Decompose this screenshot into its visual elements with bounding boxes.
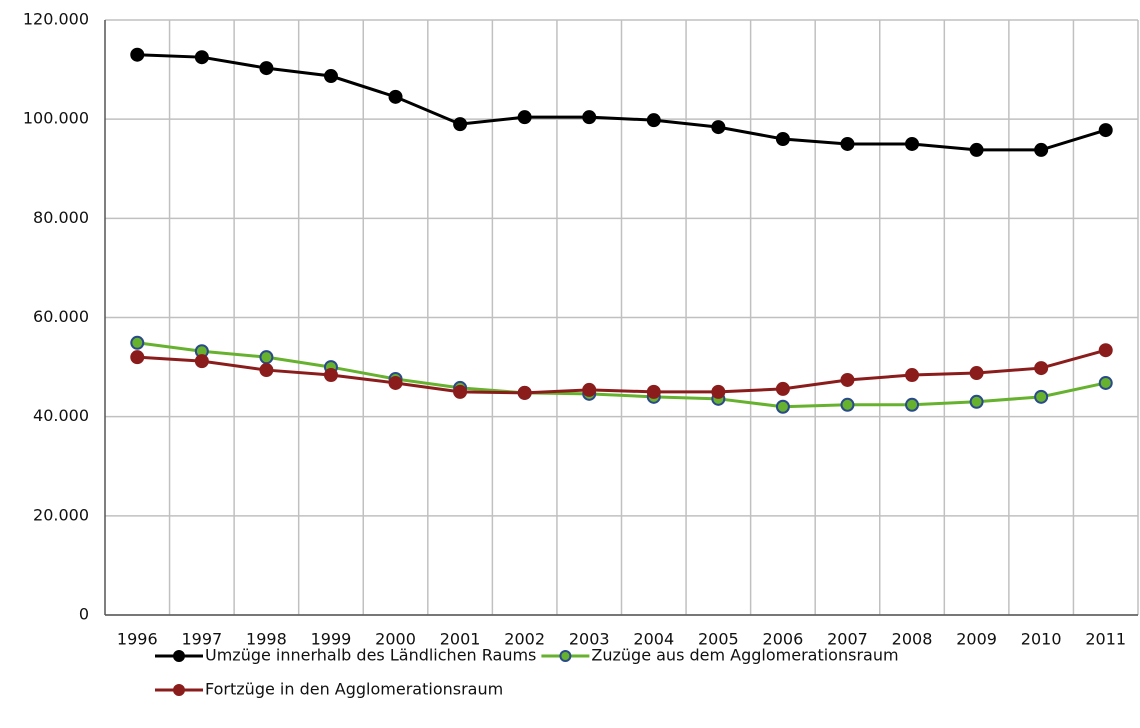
- x-tick-label: 2004: [633, 630, 674, 649]
- point: [775, 399, 790, 414]
- point: [130, 47, 145, 62]
- point: [1034, 389, 1049, 404]
- legend-label: Zuzüge aus dem Agglomerationsraum: [591, 646, 898, 665]
- point: [582, 382, 597, 397]
- point: [582, 110, 597, 125]
- point: [711, 120, 726, 135]
- point: [905, 136, 920, 151]
- point: [194, 354, 209, 369]
- point: [775, 132, 790, 146]
- point: [259, 61, 274, 76]
- series-line: [137, 53, 1107, 152]
- x-tick-label: 2005: [698, 630, 739, 649]
- point: [1098, 343, 1113, 358]
- series-line: [137, 348, 1107, 395]
- point: [1098, 123, 1113, 138]
- point: [388, 375, 403, 390]
- point: [646, 113, 661, 128]
- x-tick-label: 2002: [504, 630, 545, 649]
- point: [517, 385, 532, 400]
- point: [323, 368, 338, 383]
- point: [453, 384, 468, 399]
- point: [905, 368, 920, 383]
- point: [1098, 375, 1113, 390]
- y-tick-label: 0: [79, 605, 89, 624]
- point: [323, 69, 338, 84]
- y-tick-label: 40.000: [33, 406, 89, 425]
- point: [969, 366, 984, 381]
- y-tick-label: 120.000: [23, 10, 89, 29]
- y-tick-label: 60.000: [33, 307, 89, 326]
- y-tick-label: 100.000: [23, 109, 89, 128]
- point: [194, 50, 209, 65]
- legend-marker: [173, 650, 185, 662]
- series-line: [137, 341, 1107, 409]
- x-tick-label: 2010: [1021, 630, 1062, 649]
- x-tick-label: 2001: [440, 630, 481, 649]
- point: [259, 363, 274, 378]
- x-tick-label: 2009: [956, 630, 997, 649]
- x-tick-label: 1999: [311, 630, 352, 649]
- x-tick-label: 2007: [827, 630, 868, 649]
- point: [130, 335, 145, 350]
- point: [1034, 361, 1049, 376]
- point: [969, 394, 984, 409]
- point: [775, 381, 790, 396]
- legend-marker: [559, 650, 572, 662]
- y-tick-label: 80.000: [33, 208, 89, 227]
- point: [840, 372, 855, 387]
- point: [905, 397, 920, 412]
- legend-label: Fortzüge in den Agglomerationsraum: [205, 680, 503, 699]
- point: [388, 89, 403, 104]
- point: [517, 110, 532, 125]
- x-tick-label: 2000: [375, 630, 416, 649]
- point: [840, 397, 855, 412]
- point: [646, 384, 661, 399]
- x-tick-label: 2003: [569, 630, 610, 649]
- point: [711, 384, 726, 399]
- y-tick-label: 20.000: [33, 505, 89, 524]
- point: [259, 350, 274, 365]
- legend-marker: [173, 684, 185, 696]
- legend-label: Umzüge innerhalb des Ländlichen Raums: [205, 646, 536, 665]
- point: [840, 136, 855, 151]
- x-tick-label: 2011: [1085, 630, 1126, 649]
- point: [969, 142, 984, 157]
- point: [453, 117, 468, 132]
- x-tick-label: 1998: [246, 630, 287, 649]
- x-tick-label: 1996: [117, 630, 158, 649]
- x-tick-label: 2008: [892, 630, 933, 649]
- point: [1034, 142, 1049, 157]
- point: [130, 350, 145, 365]
- x-tick-label: 2006: [763, 630, 804, 649]
- x-tick-label: 1997: [181, 630, 222, 649]
